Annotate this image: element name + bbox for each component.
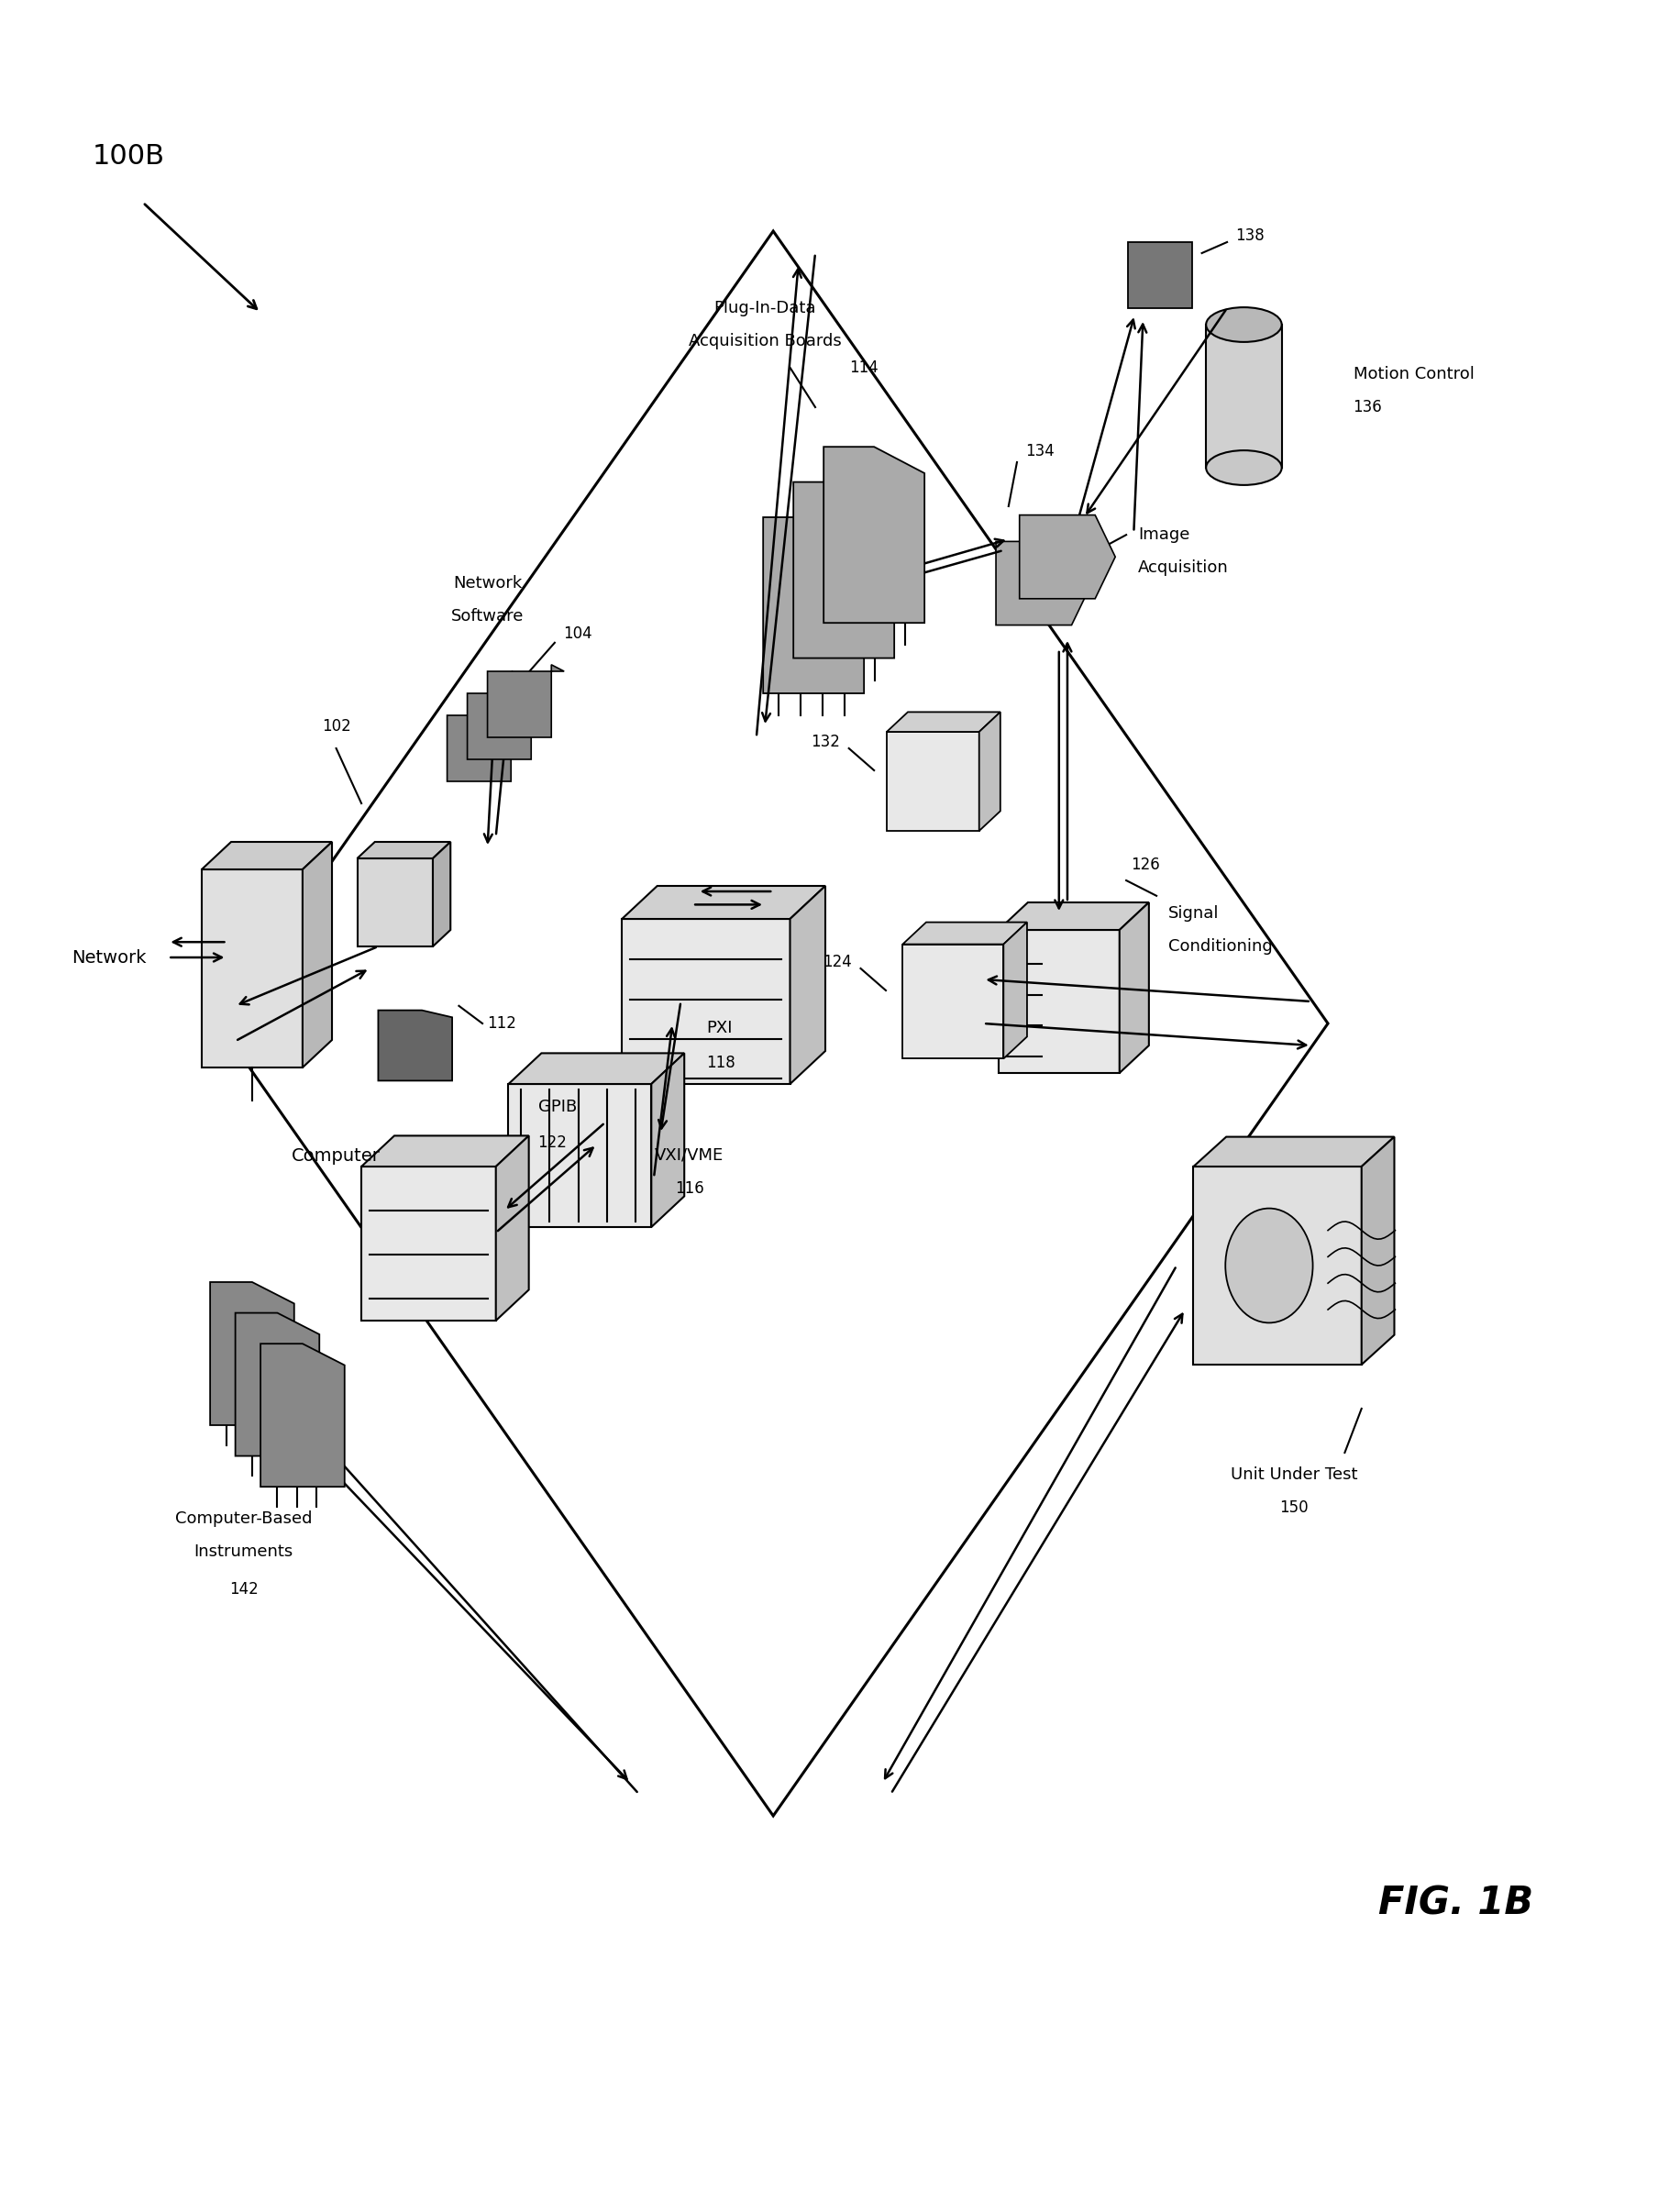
Text: Network: Network [452, 574, 522, 592]
Polygon shape [356, 858, 433, 946]
Polygon shape [260, 1343, 344, 1488]
Text: 114: 114 [848, 359, 877, 376]
Text: Acquisition: Acquisition [1137, 559, 1228, 577]
Text: 132: 132 [811, 733, 840, 751]
Text: GPIB: GPIB [538, 1098, 576, 1116]
Text: 126: 126 [1131, 856, 1159, 874]
Text: 102: 102 [321, 718, 351, 735]
Polygon shape [433, 843, 450, 946]
Text: 112: 112 [487, 1015, 516, 1032]
Polygon shape [978, 713, 1000, 830]
Polygon shape [998, 902, 1149, 929]
Text: Computer: Computer [292, 1147, 380, 1164]
Text: 116: 116 [674, 1180, 704, 1197]
Polygon shape [202, 869, 302, 1067]
Text: Image: Image [1137, 526, 1189, 544]
Polygon shape [467, 687, 544, 759]
Polygon shape [1193, 1136, 1394, 1167]
Polygon shape [447, 709, 524, 781]
Text: Motion Control: Motion Control [1352, 365, 1473, 383]
Text: PXI: PXI [706, 1019, 732, 1037]
Polygon shape [650, 1054, 684, 1228]
Text: 134: 134 [1025, 442, 1053, 460]
Text: Instruments: Instruments [193, 1543, 294, 1561]
Polygon shape [378, 1010, 452, 1081]
Polygon shape [998, 929, 1119, 1072]
Text: FIG. 1B: FIG. 1B [1378, 1884, 1532, 1924]
Text: Computer-Based: Computer-Based [175, 1510, 312, 1527]
Polygon shape [823, 447, 924, 623]
Text: Plug-In-Data: Plug-In-Data [714, 299, 815, 317]
Text: 138: 138 [1235, 227, 1263, 244]
Ellipse shape [1205, 308, 1282, 341]
Polygon shape [507, 1085, 650, 1228]
Polygon shape [902, 944, 1003, 1059]
Polygon shape [1205, 326, 1280, 467]
Polygon shape [887, 713, 1000, 731]
Polygon shape [496, 1136, 529, 1321]
Polygon shape [790, 885, 825, 1083]
Text: Unit Under Test: Unit Under Test [1230, 1466, 1357, 1483]
Polygon shape [361, 1136, 529, 1167]
Polygon shape [1003, 922, 1026, 1059]
Polygon shape [507, 1054, 684, 1085]
Text: 118: 118 [706, 1054, 734, 1072]
Text: 142: 142 [228, 1580, 259, 1598]
Polygon shape [302, 843, 331, 1067]
Text: 150: 150 [1278, 1499, 1309, 1516]
Polygon shape [202, 843, 331, 869]
Text: Conditioning: Conditioning [1168, 938, 1272, 955]
Polygon shape [210, 1281, 294, 1426]
Text: 122: 122 [538, 1134, 566, 1151]
Polygon shape [902, 922, 1026, 944]
Text: Network: Network [72, 949, 146, 966]
Text: Acquisition Boards: Acquisition Boards [689, 332, 840, 350]
Polygon shape [995, 541, 1092, 625]
Polygon shape [793, 482, 894, 658]
Text: Software: Software [450, 607, 524, 625]
Text: 136: 136 [1352, 398, 1381, 416]
Text: Signal: Signal [1168, 905, 1218, 922]
Polygon shape [887, 731, 978, 830]
Text: VXI/VME: VXI/VME [654, 1147, 724, 1164]
Polygon shape [1119, 902, 1149, 1072]
Polygon shape [622, 920, 790, 1083]
Polygon shape [763, 517, 864, 693]
Ellipse shape [1205, 451, 1282, 484]
Polygon shape [356, 843, 450, 858]
Polygon shape [361, 1167, 496, 1321]
Text: 104: 104 [563, 625, 591, 643]
Polygon shape [1361, 1136, 1394, 1365]
Polygon shape [487, 665, 564, 737]
Polygon shape [622, 885, 825, 920]
Text: 100B: 100B [92, 143, 165, 169]
Polygon shape [1127, 242, 1191, 308]
Polygon shape [235, 1312, 319, 1457]
Text: 124: 124 [823, 953, 852, 971]
Polygon shape [1193, 1167, 1361, 1365]
Polygon shape [1018, 515, 1116, 599]
Ellipse shape [1225, 1208, 1312, 1323]
